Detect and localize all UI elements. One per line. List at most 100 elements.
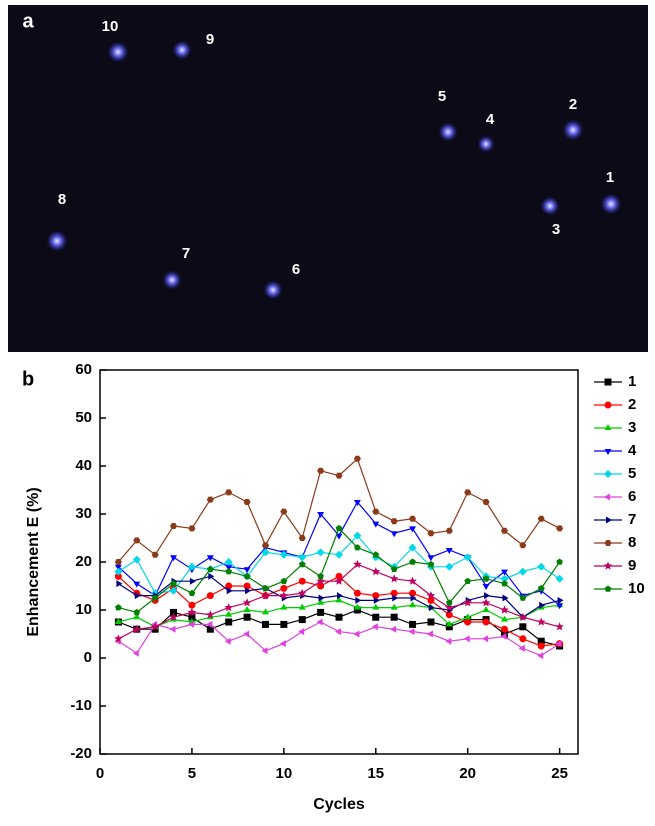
legend-marker (604, 494, 610, 501)
marker (133, 556, 141, 564)
marker (519, 635, 526, 642)
marker (207, 566, 214, 572)
marker (537, 563, 545, 571)
marker (427, 631, 433, 638)
marker (335, 628, 341, 635)
marker (337, 592, 343, 599)
spot (477, 135, 495, 153)
marker (501, 580, 508, 586)
marker (372, 623, 378, 630)
spot-label: 3 (552, 221, 560, 238)
legend-label: 3 (628, 419, 636, 436)
x-tick-label: 20 (459, 765, 476, 782)
marker (428, 561, 435, 567)
spot-label: 8 (58, 191, 66, 208)
marker (262, 621, 269, 628)
marker (464, 489, 471, 495)
marker (409, 621, 416, 628)
marker (372, 604, 379, 610)
marker (482, 635, 488, 642)
spot-label: 9 (206, 31, 214, 48)
marker (445, 563, 453, 571)
legend-marker (605, 449, 612, 455)
marker (280, 621, 287, 628)
marker (244, 606, 251, 612)
marker (556, 559, 563, 565)
spot-label: 1 (606, 169, 614, 186)
marker (445, 638, 451, 645)
marker (299, 561, 306, 567)
marker (555, 622, 564, 630)
x-axis-label: Cycles (313, 796, 365, 813)
marker (190, 578, 196, 585)
spot (438, 122, 458, 142)
marker (409, 590, 416, 597)
marker (244, 614, 251, 621)
marker (556, 525, 563, 531)
spot-label: 4 (486, 111, 495, 128)
marker (317, 573, 324, 579)
legend-marker (605, 402, 612, 409)
legend-marker (605, 379, 612, 386)
spot (46, 230, 68, 252)
spot-label: 2 (569, 96, 577, 113)
x-tick-label: 10 (276, 765, 293, 782)
marker (391, 614, 398, 621)
spot (162, 270, 182, 290)
x-tick-label: 25 (551, 765, 568, 782)
legend-label: 8 (628, 534, 636, 551)
page: a 1 2 3 4 5 6 7 8 9 10 b Cycles Enhancem… (0, 0, 655, 821)
marker (243, 631, 249, 638)
marker (556, 575, 564, 583)
legend-label: 6 (628, 488, 636, 505)
spot-label: 7 (182, 245, 190, 262)
marker (188, 525, 195, 531)
marker (372, 567, 381, 575)
marker (244, 583, 251, 590)
marker (224, 603, 233, 611)
legend-marker (606, 517, 612, 524)
y-tick-label: 60 (75, 361, 92, 378)
marker (225, 568, 232, 574)
marker (464, 578, 471, 584)
marker (225, 489, 232, 495)
marker (409, 628, 415, 635)
y-tick-label: -10 (70, 697, 92, 714)
panel-label: b (22, 368, 34, 390)
marker (244, 499, 251, 505)
marker (299, 535, 306, 541)
marker (317, 468, 324, 474)
marker (446, 611, 453, 618)
marker (336, 525, 343, 531)
marker (501, 626, 508, 633)
legend-label: 4 (628, 442, 637, 459)
marker (390, 574, 399, 582)
spot-label: 5 (438, 88, 446, 105)
marker (170, 626, 176, 633)
y-tick-label: -20 (70, 745, 92, 762)
marker (446, 528, 453, 534)
legend-marker (605, 424, 612, 430)
marker (280, 604, 287, 610)
marker (299, 578, 306, 585)
panel-label: a (22, 10, 34, 32)
marker (372, 551, 379, 557)
marker (537, 652, 543, 659)
legend-marker (604, 470, 612, 478)
marker (317, 609, 324, 616)
marker (225, 619, 232, 626)
marker (317, 583, 324, 590)
legend-label: 7 (628, 511, 636, 528)
marker (354, 590, 361, 597)
marker (115, 604, 122, 610)
spot (562, 119, 584, 141)
spot (172, 40, 192, 60)
marker (484, 592, 490, 599)
marker (372, 509, 379, 515)
legend-label: 10 (628, 580, 645, 597)
marker (558, 597, 564, 604)
spot-label: 10 (102, 18, 119, 35)
marker (298, 553, 306, 561)
marker (280, 640, 286, 647)
marker (483, 584, 490, 590)
